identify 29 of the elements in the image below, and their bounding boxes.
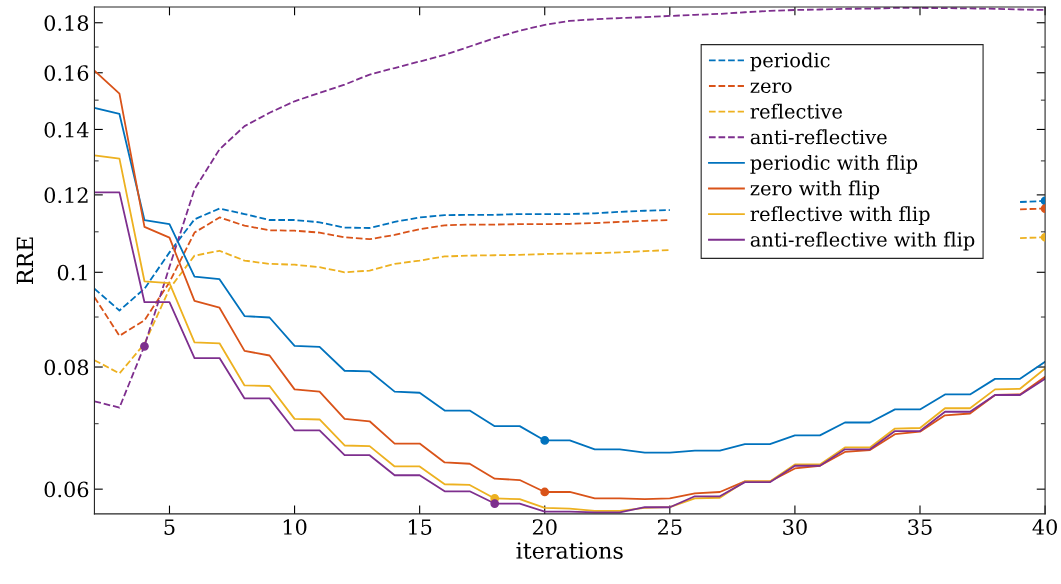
x-tick-label: 10 xyxy=(283,519,307,535)
x-tick-label: 30 xyxy=(783,519,807,535)
y-tick-label: 0.14 xyxy=(44,121,89,138)
x-tick-label: 5 xyxy=(164,519,175,535)
point xyxy=(490,499,500,508)
point xyxy=(540,487,550,497)
y-tick-label: 0.06 xyxy=(44,481,89,498)
legend-label: anti-reflective with flip xyxy=(750,231,975,251)
y-tick-label: 0.08 xyxy=(44,359,89,376)
legend-label: zero with flip xyxy=(750,180,880,200)
x-tick-label: 40 xyxy=(1032,519,1057,535)
y-tick-label: 0.18 xyxy=(44,15,89,31)
legend-label: anti-reflective xyxy=(750,129,887,145)
legend-label: reflective with flip xyxy=(750,206,930,225)
x-tick-label: 15 xyxy=(408,519,432,535)
y-tick-label: 0.12 xyxy=(44,187,88,204)
point xyxy=(140,341,149,351)
y-axis-title: RRE xyxy=(16,237,33,285)
legend-label: periodic xyxy=(750,52,830,72)
point xyxy=(540,436,550,445)
y-tick-label: 0.16 xyxy=(44,65,89,81)
legend-label: periodic with flip xyxy=(750,154,918,174)
legend-label: zero xyxy=(750,82,792,94)
x-tick-label: 25 xyxy=(657,519,682,535)
y-tick-label: 0.1 xyxy=(57,264,87,281)
legend-label: reflective xyxy=(750,103,842,119)
x-tick-label: 20 xyxy=(532,519,557,535)
x-tick-label: 35 xyxy=(908,519,932,535)
x-axis-title: iterations xyxy=(516,542,623,559)
